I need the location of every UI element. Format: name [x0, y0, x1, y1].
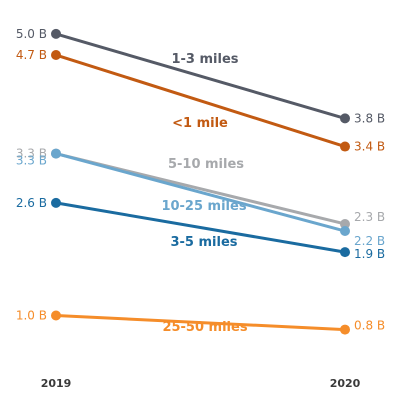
data-point-2020-5 — [340, 324, 350, 335]
data-point-2020-4 — [340, 247, 350, 258]
series-name-4: 3-5 miles — [170, 235, 237, 250]
series-line-5 — [54, 314, 347, 332]
series-3: 3.3 B 2.2 B 10-25 miles — [16, 148, 385, 248]
series-name-2: 5-10 miles — [168, 157, 244, 172]
series-line-1 — [54, 53, 347, 149]
data-point-2019-3 — [51, 148, 61, 159]
data-label-2019-4: 2.6 B — [16, 196, 47, 210]
data-label-2020-1: 3.4 B — [354, 140, 385, 154]
data-point-2019-4 — [51, 197, 61, 208]
data-label-2020-3: 2.2 B — [354, 234, 385, 248]
series-4: 2.6 B 1.9 B 3-5 miles — [16, 196, 385, 261]
data-point-2020-3 — [340, 226, 350, 237]
data-label-2019-5: 1.0 B — [16, 309, 47, 323]
data-label-2019-1: 4.7 B — [16, 48, 47, 62]
data-point-2020-2 — [340, 218, 350, 229]
series-5: 1.0 B 0.8 B 25-50 miles — [16, 309, 385, 336]
data-point-2019-1 — [51, 50, 61, 61]
data-label-2020-2: 2.3 B — [354, 210, 385, 224]
series-0: 5.0 B 3.8 B 1-3 miles — [16, 27, 385, 125]
series-line-4 — [54, 201, 347, 254]
x-tick-2020: 2020 — [330, 377, 361, 390]
series-name-5: 25-50 miles — [162, 320, 247, 335]
data-label-2020-0: 3.8 B — [354, 111, 385, 125]
data-point-2020-1 — [340, 141, 350, 152]
series-name-0: 1-3 miles — [171, 52, 238, 67]
data-label-2020-5: 0.8 B — [354, 319, 385, 333]
series-name-3: 10-25 miles — [161, 199, 246, 214]
series-line-0 — [54, 32, 347, 120]
data-label-2019-2: 3.3 B — [16, 147, 47, 161]
data-label-2019-3: 3.3 B — [16, 154, 47, 168]
x-tick-2019: 2019 — [41, 377, 72, 390]
data-point-2019-0 — [51, 28, 61, 39]
data-point-2019-5 — [51, 310, 61, 321]
series-line-3 — [54, 152, 347, 233]
series-name-1: <1 mile — [172, 116, 228, 131]
data-point-2020-0 — [340, 113, 350, 124]
data-label-2019-0: 5.0 B — [16, 27, 47, 41]
series-1: 4.7 B 3.4 B <1 mile — [16, 48, 385, 154]
data-label-2020-4: 1.9 B — [354, 247, 385, 261]
